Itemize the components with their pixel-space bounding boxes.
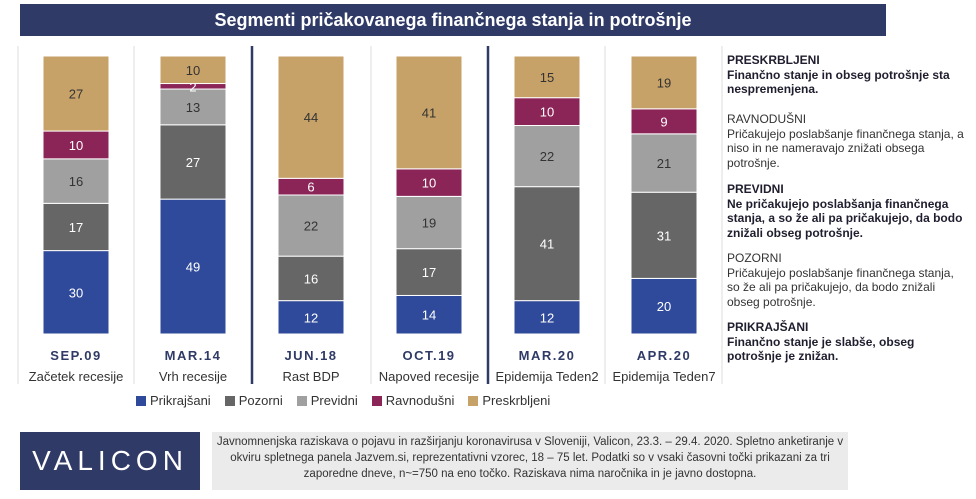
data-label: 27 xyxy=(69,87,83,102)
category-sublabel: Začetek recesije xyxy=(29,369,124,384)
category-label: JUN.18 xyxy=(284,348,337,363)
legend-swatch xyxy=(224,395,235,406)
bar-segment xyxy=(42,158,110,204)
category-label: SEP.09 xyxy=(50,348,101,363)
bar-segment xyxy=(42,250,110,335)
data-label: 20 xyxy=(657,299,671,314)
data-label: 15 xyxy=(540,70,554,85)
bar-segment xyxy=(277,194,345,257)
chart-title: Segmenti pričakovanega finančnega stanja… xyxy=(20,4,886,36)
bar-segment xyxy=(395,168,463,197)
bar-segment xyxy=(630,108,698,135)
chart-legend: Prikrajšani Pozorni Previdni Ravnodušni … xyxy=(136,393,550,408)
description-head: PREVIDNI xyxy=(727,182,784,196)
data-label: 49 xyxy=(186,260,200,275)
data-label: 14 xyxy=(422,308,436,323)
data-label: 30 xyxy=(69,285,83,300)
data-label: 27 xyxy=(186,155,200,170)
valicon-logo: VALICON xyxy=(20,432,200,490)
category-sublabel: Epidemija Teden2 xyxy=(495,369,598,384)
data-label: 9 xyxy=(660,114,667,129)
data-label: 16 xyxy=(69,174,83,189)
bar-segment xyxy=(513,55,581,99)
legend-label: Previdni xyxy=(310,393,358,408)
footnote: Javnomnenjska raziskava o pojavu in razš… xyxy=(212,432,848,490)
data-label: 19 xyxy=(657,75,671,90)
legend-swatch xyxy=(468,395,479,406)
description-pozorni: POZORNI Pričakujejo poslabšanje finančne… xyxy=(727,251,967,309)
description-text: Ne pričakujejo poslabšanja finančnega st… xyxy=(727,196,963,240)
bar-segment xyxy=(513,186,581,302)
category-sublabel: Napoved recesije xyxy=(379,369,479,384)
category-sublabel: Vrh recesije xyxy=(159,369,227,384)
bar-segment xyxy=(277,300,345,335)
data-label: 13 xyxy=(186,100,200,115)
plot-separators xyxy=(17,46,723,384)
description-text: Pričakujejo poslabšanje finančnega stanj… xyxy=(727,126,964,170)
bar-segment xyxy=(395,55,463,170)
bar-segment xyxy=(159,198,227,335)
category-label: MAR.14 xyxy=(165,348,222,363)
legend-label: Prikrajšani xyxy=(150,393,211,408)
data-label: 41 xyxy=(540,237,554,252)
description-preskrbljeni: PRESKRBLJENI Finančno stanje in obseg po… xyxy=(727,53,967,97)
bar-segment xyxy=(159,55,227,85)
bar-segment xyxy=(42,55,110,132)
legend-item: Prikrajšani xyxy=(136,393,211,408)
description-text: Finančno stanje in obseg potrošnje sta n… xyxy=(727,67,950,97)
bar-segment xyxy=(395,195,463,250)
description-text: Finančno stanje je slabše, obseg potrošn… xyxy=(727,334,915,364)
category-sublabel: Rast BDP xyxy=(282,369,339,384)
description-head: RAVNODUŠNI xyxy=(727,112,807,126)
data-label: 19 xyxy=(422,216,436,231)
data-label: 6 xyxy=(307,180,314,195)
legend-item: Pozorni xyxy=(224,393,283,408)
bar-segment xyxy=(513,97,581,126)
category-label: MAR.20 xyxy=(519,348,576,363)
data-label: 21 xyxy=(657,156,671,171)
data-label: 10 xyxy=(69,138,83,153)
category-label: OCT.19 xyxy=(402,348,455,363)
data-label: 44 xyxy=(304,110,318,125)
data-label: 12 xyxy=(540,310,554,325)
legend-label: Pozorni xyxy=(238,393,283,408)
data-label: 17 xyxy=(69,220,83,235)
bar-segment xyxy=(159,88,227,126)
description-head: POZORNI xyxy=(727,251,782,265)
bar-segment xyxy=(513,125,581,188)
description-prikrajsani: PRIKRAJŠANI Finančno stanje je slabše, o… xyxy=(727,320,967,364)
legend-swatch xyxy=(371,395,382,406)
data-label: 16 xyxy=(304,271,318,286)
data-label: 41 xyxy=(422,105,436,120)
data-label: 22 xyxy=(304,219,318,234)
legend-label: Ravnodušni xyxy=(385,393,455,408)
description-previdni: PREVIDNI Ne pričakujejo poslabšanja fina… xyxy=(727,182,967,240)
legend-swatch xyxy=(296,395,307,406)
data-label: 17 xyxy=(422,265,436,280)
category-label: APR.20 xyxy=(637,348,692,363)
legend-swatch xyxy=(136,395,146,406)
legend-item: Preskrbljeni xyxy=(468,393,550,408)
legend-item: Previdni xyxy=(296,393,358,408)
description-head: PRESKRBLJENI xyxy=(727,53,820,67)
bar-segment xyxy=(630,191,698,279)
legend-label: Preskrbljeni xyxy=(482,393,551,408)
bar-segment xyxy=(395,248,463,296)
legend-item: Ravnodušni xyxy=(371,393,455,408)
data-label: 12 xyxy=(304,310,318,325)
description-head: PRIKRAJŠANI xyxy=(727,320,809,334)
bar-segment xyxy=(630,55,698,110)
description-text: Pričakujejo poslabšanje finančnega stanj… xyxy=(727,265,954,309)
description-ravnodusni: RAVNODUŠNI Pričakujejo poslabšanje finan… xyxy=(727,112,967,170)
data-label: 10 xyxy=(422,176,436,191)
data-label: 22 xyxy=(540,149,554,164)
data-label: 2 xyxy=(189,79,196,94)
bar-segment xyxy=(159,124,227,200)
data-label: 10 xyxy=(186,63,200,78)
category-sublabel: Epidemija Teden7 xyxy=(612,369,715,384)
bar-segment xyxy=(277,55,345,179)
data-label: 31 xyxy=(657,228,671,243)
data-label: 10 xyxy=(540,105,554,120)
